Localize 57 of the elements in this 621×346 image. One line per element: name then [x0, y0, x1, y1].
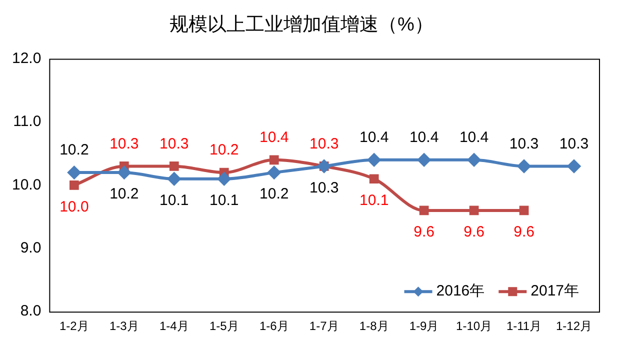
- y-tick-label: 9.0: [20, 240, 42, 257]
- point: [469, 206, 479, 216]
- x-tick-label: 1-10月: [456, 319, 492, 334]
- point: [168, 172, 181, 186]
- data-label: 10.3: [309, 135, 339, 152]
- point: [518, 160, 531, 173]
- point: [468, 153, 481, 166]
- data-label: 10.4: [260, 129, 289, 146]
- point: [269, 155, 279, 165]
- data-label: 10.3: [509, 135, 539, 152]
- legend-label: 2016年: [436, 282, 485, 300]
- x-tick-label: 1-3月: [109, 319, 139, 334]
- point: [268, 166, 281, 180]
- x-tick-label: 1-9月: [409, 319, 439, 334]
- point: [418, 153, 431, 166]
- data-label: 10.3: [309, 179, 339, 196]
- data-label: 10.3: [110, 135, 139, 152]
- data-label: 9.6: [414, 224, 434, 241]
- x-tick-label: 1-5月: [209, 319, 239, 334]
- data-label: 10.2: [260, 186, 289, 203]
- y-tick-label: 8.0: [20, 302, 42, 320]
- x-tick-label: 1-6月: [259, 319, 289, 334]
- data-label: 9.6: [514, 224, 534, 241]
- y-tick-label: 11.0: [13, 113, 42, 130]
- data-label: 10.1: [160, 192, 189, 210]
- x-tick-label: 1-2月: [60, 319, 89, 334]
- data-label: 10.4: [359, 129, 389, 146]
- point: [70, 180, 79, 190]
- point: [368, 153, 381, 166]
- point: [369, 174, 379, 184]
- x-tick-label: 1-7月: [309, 319, 339, 334]
- data-label: 10.3: [559, 135, 589, 152]
- data-label: 10.0: [60, 198, 89, 216]
- data-label: 10.2: [60, 142, 89, 159]
- point: [419, 206, 429, 216]
- data-label: 10.1: [359, 192, 389, 210]
- x-tick-label: 1-12月: [556, 319, 592, 334]
- data-label: 9.6: [464, 224, 484, 241]
- chart-title: 规模以上工业增加值增速（%）: [170, 14, 434, 36]
- x-tick-label: 1-8月: [359, 319, 389, 334]
- data-label: 10.2: [210, 142, 239, 159]
- data-label: 10.1: [210, 192, 239, 210]
- point: [519, 206, 529, 216]
- y-tick-label: 12.0: [12, 50, 42, 67]
- data-label: 10.4: [409, 129, 439, 146]
- point: [68, 166, 81, 180]
- legend-label: 2017年: [530, 282, 580, 300]
- data-label: 10.2: [110, 186, 139, 203]
- point: [118, 166, 131, 180]
- point: [218, 172, 231, 186]
- point: [169, 162, 179, 171]
- x-tick-label: 1-4月: [159, 319, 189, 334]
- data-label: 10.3: [160, 135, 189, 152]
- data-label: 10.4: [459, 129, 489, 146]
- y-tick-label: 10.0: [12, 176, 42, 194]
- x-tick-label: 1-11月: [506, 319, 542, 334]
- point: [568, 160, 581, 173]
